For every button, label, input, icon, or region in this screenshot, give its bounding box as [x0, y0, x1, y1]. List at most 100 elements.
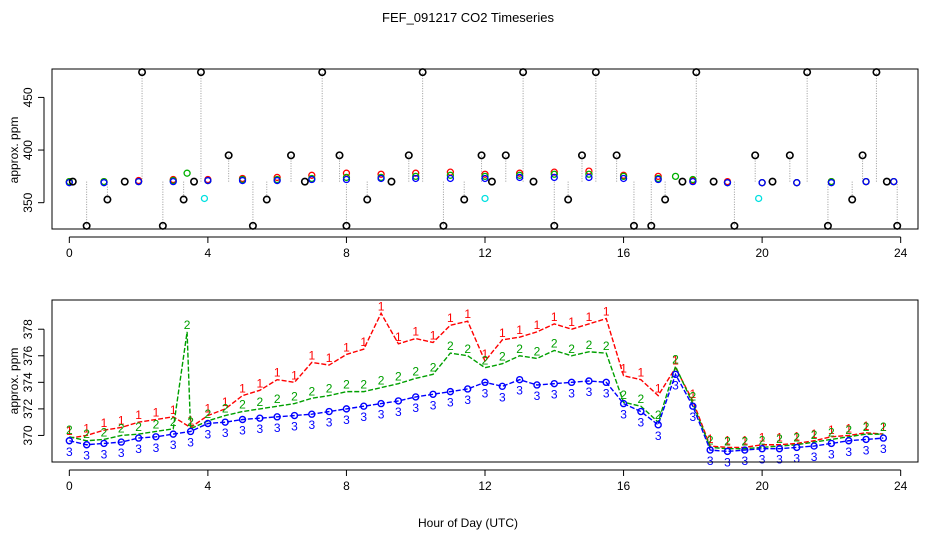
- top-point-sensor-1: [481, 170, 489, 178]
- top-point-sensor-3: [758, 179, 766, 187]
- series-2-marker: 2: [568, 342, 575, 356]
- series-3-point: [810, 442, 818, 450]
- top-x-tick-label: 8: [343, 246, 350, 260]
- top-point-sensor-3: [585, 173, 593, 182]
- series-1-marker: 1: [343, 340, 350, 354]
- top-x-tick-label: 12: [478, 246, 492, 260]
- series-2-marker: 2: [603, 339, 610, 353]
- top-point-sensor-2: [183, 169, 191, 177]
- series-1-marker: 1: [274, 366, 281, 380]
- top-point-excursions: [179, 195, 188, 204]
- series-1-marker: 1: [170, 403, 177, 417]
- series-1-marker: 1: [101, 416, 108, 430]
- series-2-marker: 2: [811, 428, 818, 442]
- series-3-point: [602, 378, 610, 387]
- series-3-marker: 3: [482, 386, 489, 400]
- series-3-marker: 3: [534, 389, 541, 403]
- series-3-point: [394, 397, 403, 405]
- series-3-point: [862, 435, 870, 444]
- series-1-marker: 1: [291, 368, 298, 382]
- top-point-excursions: [363, 195, 372, 204]
- top-x-tick-label: 24: [894, 246, 908, 260]
- series-3-marker: 3: [880, 442, 887, 456]
- bottom-plot-frame: [51, 299, 919, 463]
- top-point-sensor-2: [619, 172, 628, 181]
- series-3-marker: 3: [620, 408, 627, 422]
- top-point-sensor-3: [273, 176, 281, 185]
- series-1-marker: 1: [482, 347, 489, 361]
- series-line-1: [69, 311, 884, 449]
- series-1-marker: 1: [655, 382, 662, 396]
- series-1-marker: 1: [707, 432, 714, 446]
- series-3-point: [152, 433, 160, 441]
- top-point-excursions: [103, 195, 112, 204]
- top-point-sensor-3: [100, 179, 108, 187]
- bottom-x-axis: 0 4 8 12 16 20 24: [66, 469, 908, 493]
- series-2-marker: 2: [239, 398, 246, 412]
- series-3-marker: 3: [378, 408, 385, 422]
- series-1-marker: 1: [447, 311, 454, 325]
- top-point-excursions: [287, 151, 296, 160]
- top-point-sensor-2: [671, 172, 680, 181]
- series-3-point: [654, 421, 662, 429]
- bottom-x-tick-label: 0: [66, 479, 73, 493]
- series-2-marker: 2: [378, 374, 385, 388]
- top-point-excursions: [300, 177, 309, 186]
- series-3-point: [238, 415, 247, 424]
- bottom-y-tick-label: 374: [21, 372, 35, 392]
- top-point-excursions: [262, 195, 271, 204]
- series-3-marker: 3: [828, 447, 835, 461]
- series-3-marker: 3: [741, 454, 748, 468]
- series-3-marker: 3: [672, 378, 679, 392]
- series-3-marker: 3: [551, 388, 558, 402]
- top-point-excursions: [335, 151, 344, 160]
- series-2-marker: 2: [464, 342, 471, 356]
- series-2-marker: 2: [741, 435, 748, 449]
- top-point-excursions: [848, 195, 857, 204]
- series-3-marker: 3: [412, 401, 419, 415]
- top-y-tick-label: 450: [21, 87, 35, 107]
- series-1-marker: 1: [724, 433, 731, 447]
- series-1-marker: 1: [586, 310, 593, 324]
- series-3-marker: 3: [516, 384, 523, 398]
- top-point-sensor-1: [515, 169, 524, 177]
- series-3-marker: 3: [118, 446, 125, 460]
- series-2-marker: 2: [638, 392, 645, 406]
- top-y-axis: 350 400 450: [21, 87, 45, 213]
- series-2-marker: 2: [326, 382, 333, 396]
- series-1-marker: 1: [360, 335, 367, 349]
- series-line-3: [69, 372, 884, 453]
- series-3-marker: 3: [689, 410, 696, 424]
- series-3-marker: 3: [447, 396, 454, 410]
- series-2-marker: 2: [724, 435, 731, 449]
- series-2-marker: 2: [430, 360, 437, 374]
- series-3-point: [134, 434, 143, 442]
- series-1-marker: 1: [811, 427, 818, 441]
- series-3-point: [515, 375, 524, 384]
- series-3-marker: 3: [343, 413, 350, 427]
- top-point-excursions: [785, 151, 794, 160]
- series-1-marker: 1: [776, 431, 783, 445]
- series-1-marker: 1: [551, 310, 558, 324]
- series-2-marker: 2: [83, 427, 90, 441]
- top-point-sensor-3: [134, 177, 143, 186]
- series-2-marker: 2: [66, 423, 73, 437]
- top-point-excursions: [612, 151, 621, 160]
- bottom-y-tick-label: 378: [21, 319, 35, 339]
- series-3-marker: 3: [187, 435, 194, 449]
- bottom-y-axis: 370 372 374 376 378: [21, 319, 45, 445]
- series-3-marker: 3: [395, 405, 402, 419]
- series-1-marker: 1: [620, 362, 627, 376]
- top-point-sensor-1: [654, 172, 662, 181]
- top-point-sensor-3: [308, 175, 316, 184]
- top-point-excursions: [120, 177, 129, 186]
- series-3-marker: 3: [499, 390, 506, 404]
- series-3-marker: 3: [274, 421, 281, 435]
- top-point-sensor-3: [238, 176, 247, 185]
- series-2-marker: 2: [534, 344, 541, 358]
- series-3-point: [100, 439, 108, 448]
- series-2-marker: 2: [707, 433, 714, 447]
- series-2-marker: 2: [274, 392, 281, 406]
- series-3-marker: 3: [586, 385, 593, 399]
